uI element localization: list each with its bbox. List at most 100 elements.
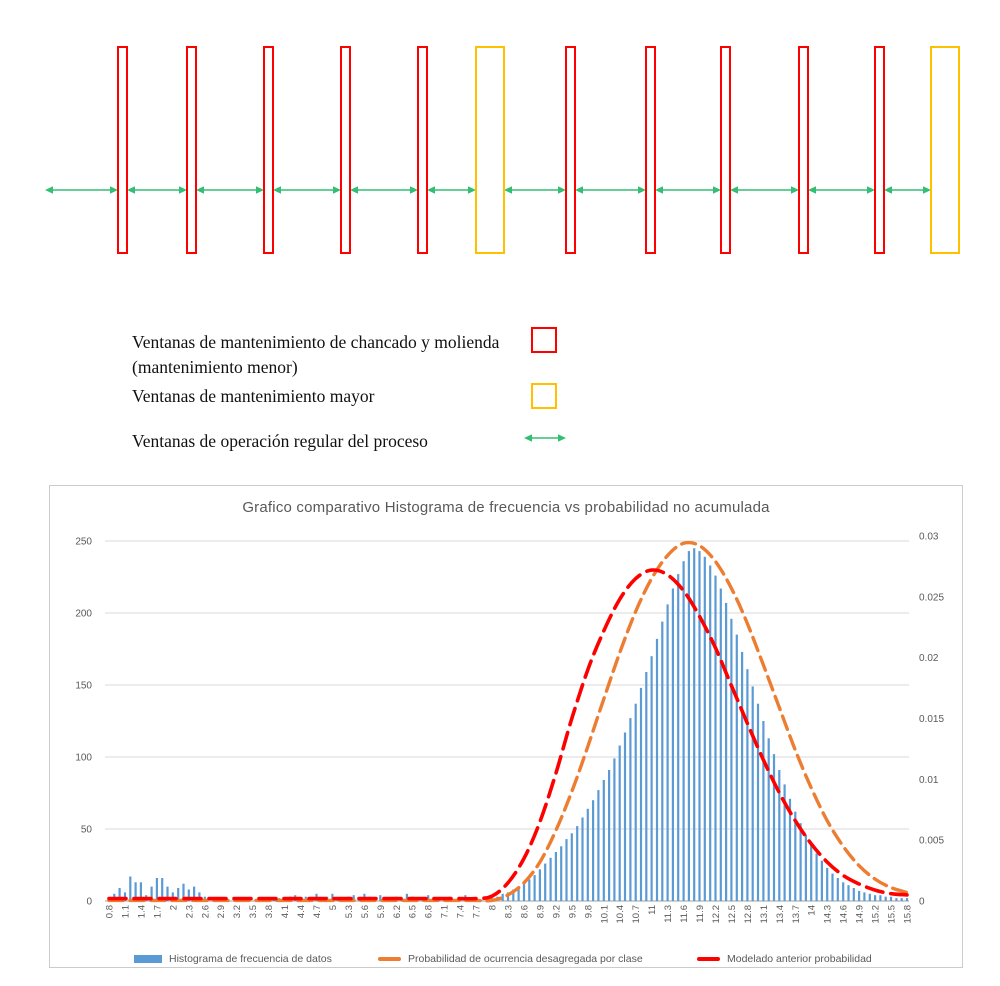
orange-dash-swatch-icon: [378, 957, 401, 961]
svg-text:2: 2: [168, 905, 179, 910]
svg-text:0.005: 0.005: [919, 836, 944, 847]
minor-maintenance-window-bar: [565, 46, 576, 254]
svg-text:1.7: 1.7: [152, 905, 163, 918]
operation-arrow-swatch-icon: [524, 434, 566, 442]
svg-text:10.7: 10.7: [631, 905, 642, 924]
svg-text:11.9: 11.9: [695, 905, 706, 923]
svg-text:12.8: 12.8: [743, 905, 754, 924]
chart-legend-item-orange: Probabilidad de ocurrencia desagregada p…: [378, 951, 643, 967]
right-axis-labels: 0 0.005 0.01 0.015 0.02 0.025 0.03: [919, 532, 944, 908]
svg-text:0.015: 0.015: [919, 714, 944, 725]
svg-text:50: 50: [81, 825, 93, 836]
svg-text:9.8: 9.8: [583, 905, 594, 918]
chart-legend-item-histogram: Histograma de frecuencia de datos: [134, 951, 332, 967]
minor-maintenance-window-bar: [263, 46, 274, 254]
svg-text:13.7: 13.7: [791, 905, 802, 924]
chart-legend-item-red: Modelado anterior probabilidad: [697, 951, 872, 967]
svg-text:4.1: 4.1: [280, 905, 291, 918]
histogram-bars: [107, 548, 909, 901]
svg-text:11.3: 11.3: [663, 905, 674, 923]
legend-minor-window-line1: Ventanas de mantenimiento de chancado y …: [132, 332, 500, 352]
legend-major-window-label: Ventanas de mantenimiento mayor: [132, 386, 375, 406]
svg-text:0.02: 0.02: [919, 653, 939, 664]
minor-maintenance-window-bar: [117, 46, 128, 254]
svg-text:2.3: 2.3: [184, 905, 195, 918]
histogram-chart: 0 50 100 150 200 250 0 0.005 0.01 0.015 0.02 0.025 0…: [49, 485, 963, 968]
maintenance-window-bars: [117, 46, 960, 254]
svg-text:13.4: 13.4: [775, 905, 786, 924]
svg-text:7.1: 7.1: [440, 905, 451, 918]
chart-legend-orange-label: Probabilidad de ocurrencia desagregada p…: [408, 953, 643, 965]
svg-text:8: 8: [488, 905, 499, 910]
legend-operation-window-label: Ventanas de operación regular del proces…: [132, 431, 428, 451]
blue-bar-swatch-icon: [134, 955, 162, 963]
x-axis-labels: 0.8 1.1 1.4 1.7 2 2.3 2.6 2.9 3.2 3.5 3.8 4.1 4.4 4.7…: [105, 905, 914, 924]
svg-text:3.5: 3.5: [248, 905, 259, 918]
minor-maintenance-window-bar: [186, 46, 197, 254]
svg-text:13.1: 13.1: [759, 905, 770, 924]
red-dash-swatch-icon: [697, 957, 720, 961]
svg-text:250: 250: [75, 537, 92, 548]
minor-maintenance-window-bar: [798, 46, 809, 254]
svg-text:7.7: 7.7: [472, 905, 483, 918]
svg-text:9.2: 9.2: [551, 905, 562, 918]
svg-text:200: 200: [75, 609, 92, 620]
svg-text:2.6: 2.6: [200, 905, 211, 918]
chart-legend-histogram-label: Histograma de frecuencia de datos: [169, 953, 332, 965]
minor-maintenance-window-bar: [720, 46, 731, 254]
svg-text:1.4: 1.4: [136, 905, 147, 918]
minor-maintenance-window-bar: [340, 46, 351, 254]
svg-text:0.025: 0.025: [919, 592, 944, 603]
svg-text:10.4: 10.4: [615, 905, 626, 924]
svg-text:14.9: 14.9: [855, 905, 866, 924]
major-maintenance-window-bar: [475, 46, 505, 254]
minor-maintenance-window-bar: [645, 46, 656, 254]
svg-text:5.3: 5.3: [344, 905, 355, 918]
svg-text:0.03: 0.03: [919, 532, 939, 543]
chart-legend-red-label: Modelado anterior probabilidad: [727, 953, 872, 965]
svg-text:11: 11: [647, 905, 658, 915]
svg-text:150: 150: [75, 681, 92, 692]
svg-text:3.2: 3.2: [232, 905, 243, 918]
svg-text:12.5: 12.5: [727, 905, 738, 924]
svg-text:14: 14: [807, 905, 818, 916]
legend-minor-window-label: Ventanas de mantenimiento de chancado y …: [132, 330, 527, 380]
svg-text:0: 0: [919, 897, 925, 908]
svg-text:0: 0: [86, 897, 92, 908]
major-window-swatch-icon: [531, 383, 557, 409]
svg-text:9.5: 9.5: [567, 905, 578, 918]
minor-window-swatch-icon: [531, 327, 557, 353]
svg-text:5.6: 5.6: [360, 905, 371, 918]
svg-text:15.5: 15.5: [887, 905, 898, 924]
chart-title: Grafico comparativo Histograma de frecue…: [242, 499, 770, 516]
svg-text:4.7: 4.7: [312, 905, 323, 918]
svg-text:4.4: 4.4: [296, 905, 307, 918]
svg-text:11.6: 11.6: [679, 905, 690, 923]
operation-arrows: [45, 186, 931, 194]
svg-text:8.3: 8.3: [504, 905, 515, 918]
legend-minor-window-line2: (mantenimiento menor): [132, 357, 298, 377]
minor-maintenance-window-bar: [417, 46, 428, 254]
major-maintenance-window-bar: [930, 46, 960, 254]
svg-text:5: 5: [328, 905, 339, 910]
svg-text:7.4: 7.4: [456, 905, 467, 918]
svg-text:12.2: 12.2: [711, 905, 722, 924]
svg-text:3.8: 3.8: [264, 905, 275, 918]
minor-maintenance-window-bar: [874, 46, 885, 254]
svg-text:2.9: 2.9: [216, 905, 227, 918]
maintenance-timeline-diagram: [45, 46, 960, 254]
svg-text:0.8: 0.8: [105, 905, 116, 918]
orange-probability-curve: [107, 540, 909, 903]
svg-text:6.5: 6.5: [408, 905, 419, 918]
svg-text:15.2: 15.2: [871, 905, 882, 924]
svg-text:100: 100: [75, 753, 92, 764]
gridlines: [105, 540, 909, 902]
svg-text:5.9: 5.9: [376, 905, 387, 918]
svg-text:0.01: 0.01: [919, 775, 939, 786]
chart-plot-area: 05010015020025000.0050.010.0150.020.0250…: [75, 532, 944, 924]
svg-text:14.6: 14.6: [839, 905, 850, 924]
svg-text:15.8: 15.8: [903, 905, 914, 924]
left-axis-labels: 0 50 100 150 200 250: [75, 537, 92, 908]
svg-text:6.2: 6.2: [392, 905, 403, 918]
